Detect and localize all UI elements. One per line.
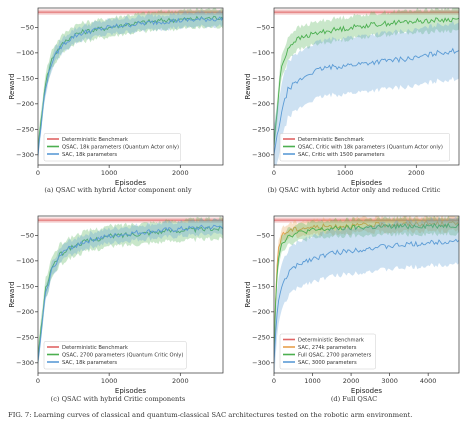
legend <box>279 333 376 370</box>
y-axis-label: Reward <box>244 73 252 99</box>
series-line <box>274 17 459 146</box>
x-tick-label: 1000 <box>337 169 354 177</box>
y-tick-label: −300 <box>16 359 34 367</box>
legend-label: Deterministic Benchmark <box>298 338 364 344</box>
series-line <box>38 224 223 361</box>
y-tick-label: −150 <box>252 75 270 83</box>
legend-label: SAC, 18k parameters <box>62 152 117 158</box>
y-tick-label: −200 <box>16 308 34 316</box>
chart-a-svg: 0 1000 2000 −300 −250 −200 −150 −100 −50 Episodes… <box>8 7 224 187</box>
series-line <box>274 222 459 360</box>
legend-label: Deterministic Benchmark <box>62 345 128 351</box>
plot-area <box>274 8 459 165</box>
x-tick-label: 0 <box>36 377 40 385</box>
y-tick-label: −200 <box>252 100 270 108</box>
x-tick-label: 4000 <box>420 377 437 385</box>
y-tick-label: −300 <box>252 151 270 159</box>
x-tick-label: 1000 <box>101 169 118 177</box>
y-tick-label: −200 <box>16 100 34 108</box>
x-tick-label: 1000 <box>101 377 118 385</box>
y-tick-label: −300 <box>252 359 270 367</box>
chart-a-caption: (a) QSAC with hybrid Actor component onl… <box>44 186 192 194</box>
y-tick-label: −200 <box>252 308 270 316</box>
legend <box>279 133 450 162</box>
x-tick-label: 2000 <box>343 377 360 385</box>
y-tick-label: −50 <box>20 232 34 240</box>
plot-area <box>274 216 459 373</box>
series-line <box>274 238 459 364</box>
legend-label: QSAC, Critic with 18k parameters (Quantu… <box>298 145 443 151</box>
chart-c-svg: 0 1000 2000 −300 −250 −200 −150 −100 −50 Episodes… <box>8 215 224 395</box>
y-tick-label: −250 <box>16 334 34 342</box>
y-tick-label: −100 <box>252 257 270 265</box>
x-axis-label: Episodes <box>115 387 146 395</box>
legend-label: QSAC, 18k parameters (Quantum Actor only… <box>62 145 179 151</box>
series-line <box>38 16 223 156</box>
legend-label: SAC, 3000 parameters <box>298 360 357 366</box>
y-tick-label: −250 <box>252 126 270 134</box>
legend-label: SAC, 18k parameters <box>62 360 117 366</box>
x-axis-label: Episodes <box>351 387 382 395</box>
series-band <box>38 8 223 161</box>
y-tick-label: −150 <box>16 75 34 83</box>
series-band <box>38 9 223 163</box>
y-tick-label: −50 <box>256 24 270 32</box>
y-axis-label: Reward <box>8 73 16 99</box>
chart-b-caption: (b) QSAC with hybrid Actor only and redu… <box>267 186 441 194</box>
x-tick-label: 0 <box>272 377 276 385</box>
legend-label: SAC, 274k parameters <box>298 345 357 351</box>
x-tick-label: 2000 <box>172 377 189 385</box>
x-tick-label: 2000 <box>408 169 425 177</box>
y-axis-label: Reward <box>8 281 16 307</box>
y-tick-label: −100 <box>252 49 270 57</box>
chart-c-caption: (c) QSAC with hybrid Critic components <box>50 395 186 403</box>
x-axis-label: Episodes <box>351 179 382 187</box>
series-line <box>274 220 459 361</box>
y-tick-label: −250 <box>252 334 270 342</box>
y-tick-label: −100 <box>16 257 34 265</box>
plot-area <box>38 216 223 368</box>
y-tick-label: −50 <box>20 24 34 32</box>
legend-label: Deterministic Benchmark <box>298 137 364 143</box>
x-tick-label: 0 <box>36 169 40 177</box>
chart-panel-b: 0 1000 2000 −300 −250 −200 −150 −100 −50 Episodes… <box>244 2 464 192</box>
legend <box>43 341 187 370</box>
y-axis-label: Reward <box>244 281 252 307</box>
plot-frame <box>273 7 460 166</box>
x-tick-label: 3000 <box>381 377 398 385</box>
y-tick-label: −150 <box>252 283 270 291</box>
series-line <box>274 47 459 155</box>
series-band <box>274 216 459 368</box>
y-tick-label: −100 <box>16 49 34 57</box>
x-tick-label: 1000 <box>304 377 321 385</box>
y-tick-label: −300 <box>16 151 34 159</box>
plot-area <box>38 8 223 163</box>
legend-label: Deterministic Benchmark <box>62 137 128 143</box>
chart-panel-c: 0 1000 2000 −300 −250 −200 −150 −100 −50 Episodes… <box>8 210 228 400</box>
y-tick-label: −50 <box>256 232 270 240</box>
y-tick-label: −150 <box>16 283 34 291</box>
plot-frame <box>273 215 460 374</box>
x-tick-label: 2000 <box>172 169 189 177</box>
plot-frame <box>37 7 224 166</box>
chart-panel-a: 0 1000 2000 −300 −250 −200 −150 −100 −50 Episodes… <box>8 2 228 192</box>
legend-label: QSAC, 2700 parameters (Quantum Critic On… <box>62 353 183 359</box>
legend <box>43 133 181 162</box>
series-band <box>38 218 223 368</box>
series-band <box>274 20 459 165</box>
chart-d-caption: (d) Full QSAC <box>330 395 378 403</box>
chart-b-svg: 0 1000 2000 −300 −250 −200 −150 −100 −50 Episodes… <box>244 7 460 187</box>
y-tick-label: −250 <box>16 126 34 134</box>
series-band <box>274 8 459 157</box>
plot-frame <box>37 215 224 374</box>
chart-panel-d: 0 1000 2000 3000 4000 −300 −250 −200 −150 −100 −50… <box>244 210 464 400</box>
figure-caption: FIG. 7: Learning curves of classical and… <box>8 411 413 419</box>
chart-d-svg: 0 1000 2000 3000 4000 −300 −250 −200 −150 −100 −50… <box>244 215 460 395</box>
legend-label: Full QSAC, 2700 parameters <box>298 353 372 359</box>
legend-label: SAC, Critic with 1500 parameters <box>298 152 385 158</box>
x-tick-label: 0 <box>272 169 276 177</box>
x-axis-label: Episodes <box>115 179 146 187</box>
